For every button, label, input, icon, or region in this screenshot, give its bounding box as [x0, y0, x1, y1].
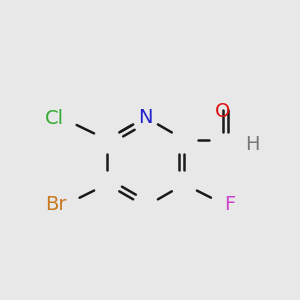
Text: H: H	[245, 135, 260, 154]
Text: O: O	[215, 102, 230, 122]
Text: Cl: Cl	[45, 109, 64, 128]
Text: N: N	[138, 108, 153, 127]
Text: F: F	[224, 195, 235, 214]
Text: Br: Br	[45, 195, 67, 214]
